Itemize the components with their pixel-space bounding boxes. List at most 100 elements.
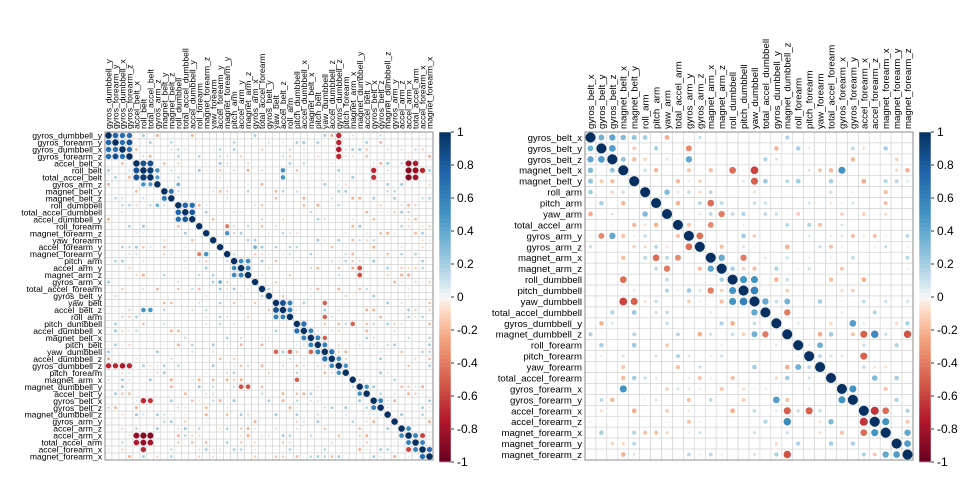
grid-cell bbox=[244, 250, 252, 258]
corr-circle bbox=[254, 414, 256, 416]
corr-circle bbox=[184, 406, 187, 409]
grid-cell bbox=[230, 278, 238, 286]
grid-cell bbox=[362, 368, 371, 377]
corr-circle bbox=[155, 175, 160, 180]
grid-cell bbox=[825, 208, 837, 220]
grid-cell bbox=[153, 145, 162, 154]
grid-cell bbox=[328, 320, 336, 328]
grid-cell bbox=[118, 187, 127, 196]
row-label: gyros_dumbbell_z bbox=[32, 361, 102, 371]
corr-circle bbox=[807, 267, 811, 271]
grid-cell bbox=[223, 243, 231, 251]
column-label: magnet_arm_x bbox=[706, 65, 717, 129]
corr-circle bbox=[338, 232, 340, 234]
corr-circle bbox=[225, 280, 229, 284]
corr-circle bbox=[205, 204, 208, 207]
grid-cell bbox=[160, 327, 169, 335]
corr-circle bbox=[644, 180, 647, 183]
grid-cell bbox=[258, 131, 266, 140]
corr-circle bbox=[226, 309, 228, 311]
grid-cell bbox=[223, 201, 231, 210]
grid-cell bbox=[362, 410, 371, 419]
corr-circle bbox=[267, 399, 271, 403]
grid-cell bbox=[376, 187, 385, 196]
grid-cell bbox=[146, 382, 155, 391]
grid-cell bbox=[321, 187, 329, 196]
grid-cell bbox=[202, 299, 210, 307]
column-label: gyros_belt_x bbox=[586, 74, 597, 129]
row-label: accel_arm_x bbox=[53, 431, 102, 441]
corr-circle bbox=[183, 231, 187, 235]
grid-cell bbox=[286, 334, 294, 342]
legend-swatch bbox=[439, 396, 451, 401]
grid-cell bbox=[890, 262, 903, 275]
corr-circle bbox=[394, 142, 396, 143]
grid-cell bbox=[188, 417, 197, 426]
corr-circle bbox=[828, 441, 834, 446]
grid-cell bbox=[286, 410, 294, 419]
grid-cell bbox=[132, 368, 141, 377]
grid-cell bbox=[390, 159, 399, 168]
column-label: accel_dumbbell_x bbox=[299, 60, 309, 129]
legend-tick-label: -0.2 bbox=[457, 323, 478, 337]
grid-cell bbox=[341, 236, 350, 244]
grid-cell bbox=[858, 131, 870, 144]
column-label: pitch_arm bbox=[229, 91, 239, 129]
corr-circle bbox=[142, 358, 145, 360]
corr-circle bbox=[135, 399, 138, 402]
grid-cell bbox=[397, 438, 406, 447]
grid-cell bbox=[584, 262, 597, 275]
grid-cell bbox=[369, 327, 378, 335]
corr-circle bbox=[589, 377, 592, 379]
corr-circle bbox=[323, 218, 326, 221]
corr-circle bbox=[308, 328, 314, 334]
corr-circle bbox=[428, 343, 431, 347]
grid-cell bbox=[195, 180, 204, 189]
corr-circle bbox=[170, 357, 173, 360]
corr-circle bbox=[421, 225, 424, 228]
grid-cell bbox=[209, 368, 217, 377]
corr-circle bbox=[114, 274, 117, 276]
corr-circle bbox=[771, 318, 782, 329]
grid-cell bbox=[341, 194, 350, 203]
grid-cell bbox=[390, 131, 399, 140]
corr-circle bbox=[198, 141, 201, 144]
grid-cell bbox=[118, 299, 127, 307]
corr-circle bbox=[859, 417, 868, 426]
corr-circle bbox=[198, 260, 201, 263]
corr-circle bbox=[619, 297, 628, 306]
grid-cell bbox=[348, 201, 357, 210]
corr-circle bbox=[428, 253, 431, 255]
corr-circle bbox=[274, 189, 278, 193]
column-label: gyros_forearm_z bbox=[125, 65, 135, 129]
corr-circle bbox=[675, 233, 680, 238]
corr-circle bbox=[829, 256, 833, 259]
corr-circle bbox=[815, 362, 826, 373]
grid-cell bbox=[418, 361, 427, 370]
grid-cell bbox=[223, 166, 231, 175]
grid-cell bbox=[348, 424, 357, 433]
corr-circle bbox=[198, 301, 201, 305]
grid-cell bbox=[160, 208, 169, 217]
corr-circle bbox=[323, 364, 326, 367]
corr-circle bbox=[365, 232, 368, 235]
grid-cell bbox=[584, 219, 597, 231]
grid-cell bbox=[209, 208, 217, 217]
grid-cell bbox=[411, 334, 420, 342]
grid-cell bbox=[223, 145, 231, 154]
legend-tick-label: -0.4 bbox=[937, 356, 958, 370]
corr-circle bbox=[281, 399, 285, 403]
corr-circle bbox=[840, 245, 844, 248]
corr-circle bbox=[246, 427, 250, 431]
grid-cell bbox=[251, 180, 259, 189]
grid-cell bbox=[321, 431, 329, 440]
grid-cell bbox=[181, 292, 190, 300]
corr-circle bbox=[752, 453, 756, 457]
grid-cell bbox=[104, 438, 113, 447]
grid-cell bbox=[111, 396, 120, 405]
grid-cell bbox=[111, 299, 120, 307]
legend-swatch bbox=[919, 391, 931, 397]
grid-cell bbox=[258, 348, 266, 356]
corr-circle bbox=[316, 141, 320, 144]
corr-circle bbox=[120, 378, 124, 382]
